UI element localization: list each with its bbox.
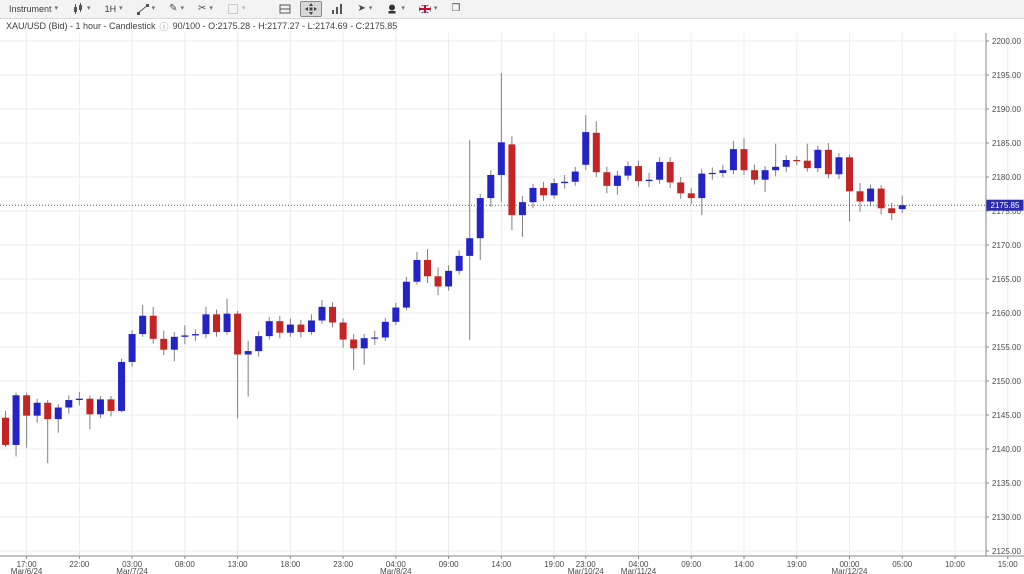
draw-tool-button[interactable]: ✎ ▾ bbox=[164, 1, 189, 17]
svg-text:22:00: 22:00 bbox=[69, 560, 90, 569]
svg-text:09:00: 09:00 bbox=[439, 560, 460, 569]
chevron-down-icon: ▾ bbox=[119, 5, 123, 12]
svg-text:2165.00: 2165.00 bbox=[992, 275, 1021, 284]
shapes-tool-button[interactable]: ▾ bbox=[222, 1, 251, 17]
svg-text:14:00: 14:00 bbox=[734, 560, 755, 569]
windows-button[interactable]: ❐ bbox=[446, 1, 465, 17]
gridlines bbox=[0, 33, 1009, 556]
svg-text:23:00: 23:00 bbox=[576, 560, 597, 569]
candles-layer bbox=[2, 72, 906, 464]
svg-text:Mar/8/24: Mar/8/24 bbox=[380, 567, 412, 574]
svg-text:17:00: 17:00 bbox=[17, 560, 38, 569]
svg-text:10:00: 10:00 bbox=[945, 560, 966, 569]
annotation-tool-button[interactable]: ✂ ▾ bbox=[193, 1, 218, 17]
svg-text:2140.00: 2140.00 bbox=[992, 445, 1021, 454]
svg-text:18:00: 18:00 bbox=[280, 560, 301, 569]
window-icon: ❐ bbox=[451, 3, 461, 14]
svg-text:2200.00: 2200.00 bbox=[992, 37, 1021, 46]
chevron-down-icon: ▾ bbox=[241, 5, 246, 12]
chevron-down-icon: ▾ bbox=[368, 5, 373, 12]
svg-text:Mar/11/24: Mar/11/24 bbox=[621, 567, 657, 574]
chart-type-button[interactable]: ▾ bbox=[67, 1, 96, 17]
svg-text:2185.00: 2185.00 bbox=[992, 139, 1021, 148]
svg-text:13:00: 13:00 bbox=[228, 560, 249, 569]
timeframe-button-label: 1H bbox=[104, 4, 117, 14]
svg-text:2175.00: 2175.00 bbox=[992, 207, 1021, 216]
svg-text:2195.00: 2195.00 bbox=[992, 71, 1021, 80]
chart-ohlc-readout: 90/100 - O:2175.28 - H:2177.27 - L:2174.… bbox=[172, 21, 398, 31]
marker-icon bbox=[386, 3, 398, 15]
svg-text:2175.85: 2175.85 bbox=[991, 201, 1020, 210]
pointer-icon: ➤ bbox=[357, 3, 366, 14]
language-button[interactable]: ▾ bbox=[414, 1, 443, 17]
bars-icon bbox=[331, 3, 343, 15]
svg-text:2135.00: 2135.00 bbox=[992, 479, 1021, 488]
chart-title-bar: XAU/USD (Bid) - 1 hour - Candlestick ⓘ 9… bbox=[0, 19, 1024, 33]
svg-text:00:00: 00:00 bbox=[839, 560, 860, 569]
pointer-button[interactable]: ➤ ▾ bbox=[352, 1, 377, 17]
volume-button[interactable] bbox=[326, 1, 348, 17]
marker-button[interactable]: ▾ bbox=[381, 1, 410, 17]
chevron-down-icon: ▾ bbox=[433, 5, 438, 12]
chevron-down-icon: ▾ bbox=[151, 5, 156, 12]
svg-text:2130.00: 2130.00 bbox=[992, 513, 1021, 522]
candlestick-icon bbox=[72, 3, 84, 15]
svg-text:2170.00: 2170.00 bbox=[992, 241, 1021, 250]
chart-area: 2125.00 2130.00 2135.00 2140.00 2145.00 2150.… bbox=[0, 33, 1024, 574]
instrument-selector[interactable]: Instrument ▾ bbox=[4, 1, 63, 17]
trendline-tool-button[interactable]: ▾ bbox=[132, 1, 161, 17]
price-axis[interactable]: 2125.00 2130.00 2135.00 2140.00 2145.00 2150.… bbox=[986, 37, 1021, 556]
svg-text:04:00: 04:00 bbox=[628, 560, 649, 569]
trendline-icon bbox=[136, 3, 149, 15]
pencil-icon: ✎ bbox=[169, 3, 178, 14]
svg-text:2145.00: 2145.00 bbox=[992, 411, 1021, 420]
scissors-icon: ✂ bbox=[198, 3, 207, 14]
price-chart[interactable]: 2125.00 2130.00 2135.00 2140.00 2145.00 2150.… bbox=[0, 33, 1024, 574]
split-view-button[interactable] bbox=[274, 1, 296, 17]
svg-text:Mar/7/24: Mar/7/24 bbox=[116, 567, 148, 574]
timeframe-button[interactable]: 1H ▾ bbox=[100, 1, 128, 17]
split-icon bbox=[279, 3, 291, 15]
svg-text:2190.00: 2190.00 bbox=[992, 105, 1021, 114]
current-price-badge: 2175.85 bbox=[986, 199, 1024, 211]
uk-flag-icon bbox=[418, 3, 431, 15]
svg-text:05:00: 05:00 bbox=[892, 560, 913, 569]
chevron-down-icon: ▾ bbox=[401, 5, 405, 12]
shape-icon bbox=[227, 3, 239, 15]
expand-icon bbox=[305, 3, 318, 15]
chevron-down-icon: ▾ bbox=[180, 5, 185, 12]
svg-text:08:00: 08:00 bbox=[175, 560, 196, 569]
chevron-down-icon: ▾ bbox=[87, 5, 91, 12]
chart-title: XAU/USD (Bid) - 1 hour - Candlestick bbox=[6, 21, 156, 31]
toolbar: Instrument ▾ ▾ 1H ▾ ▾ ✎ ▾ ✂ ▾ ▾ ➤ ▾ ▾ ▾ ❐ bbox=[0, 0, 1024, 19]
fit-chart-button[interactable] bbox=[300, 1, 323, 17]
info-icon[interactable]: ⓘ bbox=[159, 21, 169, 32]
svg-text:14:00: 14:00 bbox=[491, 560, 512, 569]
svg-text:2155.00: 2155.00 bbox=[992, 343, 1021, 352]
svg-text:2125.00: 2125.00 bbox=[992, 547, 1021, 556]
svg-text:2150.00: 2150.00 bbox=[992, 377, 1021, 386]
svg-text:15:00: 15:00 bbox=[998, 560, 1019, 569]
svg-text:09:00: 09:00 bbox=[681, 560, 702, 569]
svg-text:Mar/6/24: Mar/6/24 bbox=[11, 567, 43, 574]
svg-text:03:00: 03:00 bbox=[122, 560, 143, 569]
svg-text:Mar/10/24: Mar/10/24 bbox=[568, 567, 605, 574]
svg-text:2180.00: 2180.00 bbox=[992, 173, 1021, 182]
instrument-selector-label: Instrument bbox=[9, 4, 52, 14]
svg-text:23:00: 23:00 bbox=[333, 560, 354, 569]
svg-text:2160.00: 2160.00 bbox=[992, 309, 1021, 318]
chevron-down-icon: ▾ bbox=[54, 5, 59, 12]
svg-text:Mar/12/24: Mar/12/24 bbox=[831, 567, 868, 574]
chevron-down-icon: ▾ bbox=[209, 5, 213, 12]
svg-text:19:00: 19:00 bbox=[787, 560, 808, 569]
svg-text:04:00: 04:00 bbox=[386, 560, 407, 569]
svg-text:19:00: 19:00 bbox=[544, 560, 565, 569]
